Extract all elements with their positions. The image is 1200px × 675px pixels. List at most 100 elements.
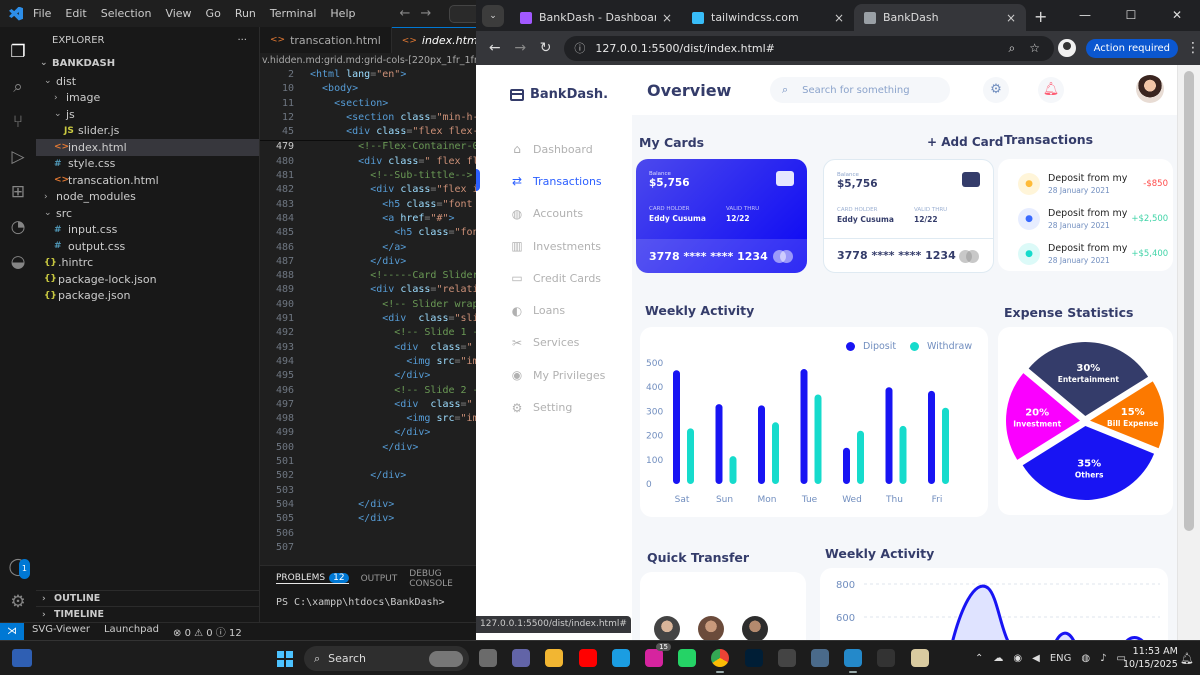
search-input[interactable]: ⌕ Search for something xyxy=(770,77,950,103)
pie-slice-entertainment[interactable] xyxy=(1028,342,1149,417)
address-bar[interactable]: ⓘ 127.0.0.1:5500/dist/index.html# ⌕ ☆ xyxy=(564,35,1054,61)
menu-terminal[interactable]: Terminal xyxy=(269,7,317,20)
settings-gear-icon[interactable]: ⚙ xyxy=(10,592,26,612)
edge-app-icon[interactable] xyxy=(611,649,630,667)
add-card-button[interactable]: + Add Card xyxy=(927,135,1004,149)
pie-slice-investment[interactable] xyxy=(1006,373,1081,460)
account-icon[interactable]: ◯1 xyxy=(8,557,30,579)
chat-icon[interactable]: ◉ xyxy=(1013,653,1023,664)
status-item[interactable]: Launchpad xyxy=(103,624,160,635)
tree-item[interactable]: ⌄ js xyxy=(36,106,259,123)
tree-item[interactable]: # style.css xyxy=(36,156,259,173)
contact-avatar[interactable] xyxy=(654,616,680,640)
contact-avatar[interactable] xyxy=(742,616,768,640)
status-item[interactable]: ⊗ 0 ⚠ 0 ⓘ 12 xyxy=(173,628,242,639)
action-required-button[interactable]: Action required xyxy=(1085,38,1179,58)
close-tab-icon[interactable]: × xyxy=(661,10,672,25)
bar-diposit-mon[interactable] xyxy=(758,405,765,484)
bar-withdraw-mon[interactable] xyxy=(772,422,779,484)
tree-item[interactable]: # input.css xyxy=(36,222,259,239)
close-tab-icon[interactable]: × xyxy=(1005,10,1016,25)
pie-slice-others[interactable] xyxy=(1022,425,1155,500)
browser-tab[interactable]: BankDash × xyxy=(854,4,1026,31)
panel-tab[interactable]: OUTPUT xyxy=(361,574,398,584)
reload-icon[interactable]: ↻ xyxy=(539,40,552,56)
vscode-app-icon[interactable] xyxy=(844,649,863,673)
avatar[interactable] xyxy=(1136,75,1164,103)
instagram-app-icon[interactable]: 15 xyxy=(645,643,671,667)
tree-item[interactable]: # output.css xyxy=(36,238,259,255)
sidebar-item-credit-cards[interactable]: ▭ Credit Cards xyxy=(476,262,632,294)
forward-icon[interactable]: → xyxy=(514,40,527,56)
bookmark-star-icon[interactable]: ☆ xyxy=(1029,40,1040,55)
explorer-icon[interactable]: ❐ xyxy=(10,42,26,62)
notification-bell-icon[interactable]: 🔔︎ xyxy=(1038,77,1064,103)
tree-item[interactable]: › node_modules xyxy=(36,189,259,206)
tree-item[interactable]: {} package.json xyxy=(36,288,259,305)
remote-indicator-icon[interactable]: ⋊ xyxy=(0,622,24,641)
notification-icon[interactable]: 🔔︎ xyxy=(1180,652,1194,665)
transaction-row[interactable]: ● Deposit from my 28 January 2021 -$850 xyxy=(1018,169,1168,199)
battery-icon[interactable]: ▭ xyxy=(1116,653,1126,664)
pie-slice-bill-expense[interactable] xyxy=(1089,381,1164,449)
start-button-icon[interactable] xyxy=(277,651,293,667)
breadcrumb[interactable]: v.hidden.md:grid.md:grid-cols-[220px_1fr… xyxy=(262,55,476,66)
explorer-more-icon[interactable]: ··· xyxy=(237,34,247,46)
site-info-icon[interactable]: ⓘ xyxy=(574,42,586,55)
sidebar-item-setting[interactable]: ⚙ Setting xyxy=(476,391,632,423)
bar-withdraw-thu[interactable] xyxy=(899,425,907,484)
source-control-icon[interactable]: ⑂ xyxy=(12,112,24,132)
menu-edit[interactable]: Edit xyxy=(65,7,87,20)
status-item[interactable]: SVG-Viewer xyxy=(32,624,90,635)
sidebar-item-investments[interactable]: ▥ Investments xyxy=(476,230,632,262)
sidebar-item-services[interactable]: ✂ Services xyxy=(476,327,632,359)
chrome-menu-icon[interactable]: ⋮ xyxy=(1186,40,1200,56)
tree-item[interactable]: {} package-lock.json xyxy=(36,271,259,288)
language-indicator[interactable]: ENG xyxy=(1049,653,1072,664)
panel-tab[interactable]: DEBUG CONSOLE xyxy=(409,569,464,589)
taskbar-search[interactable]: ⌕ Search xyxy=(304,646,469,671)
project-folder[interactable]: ⌄ BANKDASH xyxy=(36,53,259,73)
youtube-app-icon[interactable] xyxy=(578,649,597,667)
chrome-app-icon[interactable] xyxy=(711,649,730,673)
tree-item[interactable]: JS slider.js xyxy=(36,123,259,140)
page-scrollbar[interactable] xyxy=(1177,65,1200,640)
profile-avatar-icon[interactable] xyxy=(1057,39,1076,57)
media-player-app-icon[interactable] xyxy=(910,649,929,667)
terminal-prompt[interactable]: PS C:\xampp\htdocs\BankDash> xyxy=(276,597,445,608)
tree-item[interactable]: ⌄ dist xyxy=(36,73,259,90)
tree-item[interactable]: {} .hintrc xyxy=(36,255,259,272)
editor-tab[interactable]: <> transcation.html xyxy=(260,27,392,53)
speaker-icon[interactable]: ◀ xyxy=(1032,653,1040,664)
network-icon[interactable]: ◍ xyxy=(1081,653,1091,664)
cloud-icon[interactable]: ☁ xyxy=(993,653,1004,664)
menu-go[interactable]: Go xyxy=(205,7,221,20)
transaction-row[interactable]: ● Deposit from my 28 January 2021 +$5,400 xyxy=(1018,239,1168,269)
close-tab-icon[interactable]: × xyxy=(833,10,844,25)
sidebar-item-loans[interactable]: ◐ Loans xyxy=(476,294,632,326)
menu-file[interactable]: File xyxy=(33,7,52,20)
menu-selection[interactable]: Selection xyxy=(100,7,152,20)
bar-diposit-tue[interactable] xyxy=(800,369,808,484)
clock[interactable]: 11:53 AM 10/15/2025 xyxy=(1123,645,1178,671)
zoom-icon[interactable]: ⌕ xyxy=(1008,40,1016,55)
bar-withdraw-wed[interactable] xyxy=(857,430,864,484)
widgets-icon[interactable] xyxy=(12,649,32,667)
run-debug-icon[interactable]: ▷ xyxy=(11,147,25,167)
bar-diposit-sun[interactable] xyxy=(715,404,723,484)
new-tab-icon[interactable]: + xyxy=(1034,7,1048,26)
nav-arrows-icon[interactable]: ←→ xyxy=(399,6,442,21)
brand-logo[interactable]: BankDash. xyxy=(510,87,608,102)
menu-run[interactable]: Run xyxy=(234,7,256,20)
settings-gear-icon[interactable]: ⚙ xyxy=(983,77,1009,103)
remote-explorer-icon[interactable]: ◔ xyxy=(10,217,26,237)
task-view-app-icon[interactable] xyxy=(479,649,497,667)
timeline-section[interactable]: › TIMELINE xyxy=(36,606,259,622)
minimize-icon[interactable]: — xyxy=(1079,8,1091,22)
whatsapp-app-icon[interactable] xyxy=(678,649,697,667)
transaction-row[interactable]: ● Deposit from my 28 January 2021 +$2,500 xyxy=(1018,204,1168,234)
edge-devtools-icon[interactable]: ◒ xyxy=(10,252,26,272)
sidebar-item-accounts[interactable]: ◍ Accounts xyxy=(476,198,632,230)
back-icon[interactable]: ← xyxy=(488,40,501,56)
generic-window-app-icon[interactable] xyxy=(811,649,829,667)
